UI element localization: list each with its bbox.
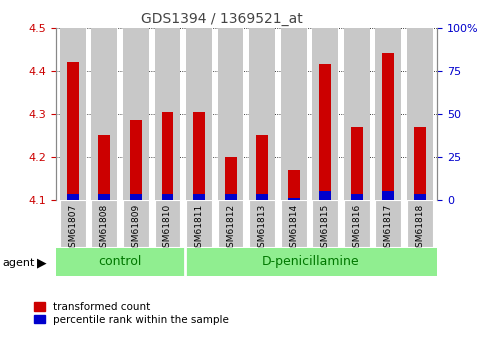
Bar [375, 200, 401, 247]
Bar [249, 200, 275, 247]
Text: GSM61816: GSM61816 [352, 204, 361, 253]
Bar [186, 200, 212, 247]
Text: GSM61809: GSM61809 [131, 204, 141, 253]
Bar [249, 28, 275, 200]
Bar [225, 157, 237, 200]
Text: GSM61811: GSM61811 [195, 204, 203, 253]
Bar [193, 112, 205, 200]
Bar [218, 200, 243, 247]
Bar [218, 28, 243, 200]
Bar [67, 62, 79, 200]
Bar [319, 191, 331, 200]
Bar [351, 194, 363, 200]
Bar [382, 191, 394, 200]
Bar [344, 28, 369, 200]
Text: GSM61807: GSM61807 [69, 204, 77, 253]
Bar [407, 200, 433, 247]
Bar [186, 28, 212, 200]
Bar [123, 28, 149, 200]
Bar [155, 200, 181, 247]
Bar [67, 194, 79, 200]
Text: GDS1394 / 1369521_at: GDS1394 / 1369521_at [142, 12, 303, 26]
Bar [60, 200, 86, 247]
Bar [344, 200, 369, 247]
Bar [312, 28, 338, 200]
Bar [161, 194, 173, 200]
Text: control: control [99, 255, 142, 268]
Bar [185, 248, 437, 276]
Bar [225, 194, 237, 200]
Bar [281, 200, 307, 247]
Bar [99, 194, 111, 200]
Bar [351, 127, 363, 200]
Bar [281, 28, 307, 200]
Bar [99, 135, 111, 200]
Bar [130, 194, 142, 200]
Bar [414, 127, 426, 200]
Bar [288, 170, 299, 200]
Bar [375, 28, 401, 200]
Bar [130, 120, 142, 200]
Text: GSM61808: GSM61808 [100, 204, 109, 253]
Bar [256, 194, 268, 200]
Bar [319, 64, 331, 200]
Bar [91, 200, 117, 247]
Bar [407, 28, 433, 200]
Bar [123, 200, 149, 247]
Bar [312, 200, 338, 247]
Text: ▶: ▶ [37, 256, 47, 269]
Text: GSM61817: GSM61817 [384, 204, 393, 253]
Bar [193, 194, 205, 200]
Text: D-penicillamine: D-penicillamine [262, 255, 360, 268]
Text: agent: agent [2, 258, 35, 268]
Bar [382, 53, 394, 200]
Text: GSM61810: GSM61810 [163, 204, 172, 253]
Bar [256, 135, 268, 200]
Bar [288, 198, 299, 200]
Text: GSM61815: GSM61815 [321, 204, 330, 253]
Text: GSM61813: GSM61813 [257, 204, 267, 253]
Bar [91, 28, 117, 200]
Text: GSM61818: GSM61818 [415, 204, 424, 253]
Bar [414, 194, 426, 200]
Bar [161, 112, 173, 200]
Text: GSM61812: GSM61812 [226, 204, 235, 253]
Bar [60, 28, 86, 200]
Text: GSM61814: GSM61814 [289, 204, 298, 253]
Legend: transformed count, percentile rank within the sample: transformed count, percentile rank withi… [34, 302, 229, 325]
Bar [155, 28, 181, 200]
Bar [56, 248, 185, 276]
